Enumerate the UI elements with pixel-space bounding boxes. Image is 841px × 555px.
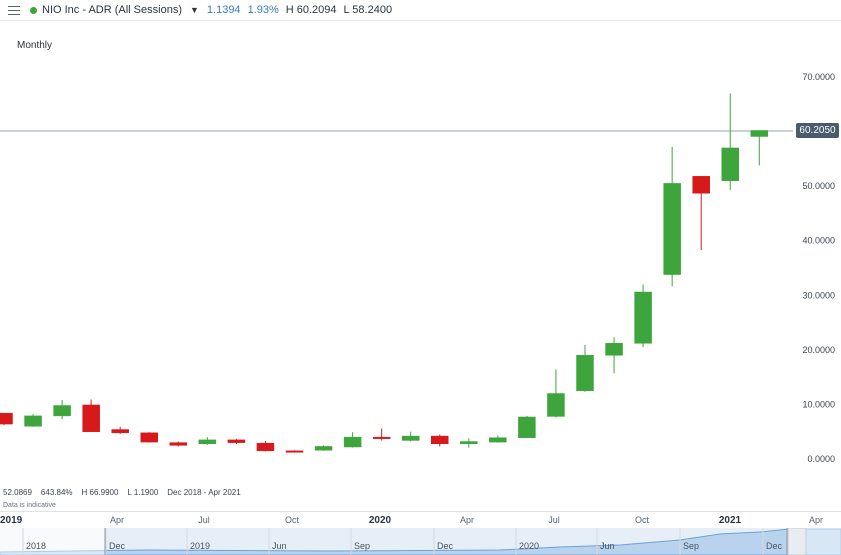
price-change: 1.1394 (206, 4, 241, 16)
interval-label[interactable]: Monthly (17, 40, 53, 51)
candle-up[interactable] (576, 355, 594, 392)
candle-up[interactable] (198, 439, 217, 444)
candle-down[interactable] (431, 435, 449, 444)
candle-up[interactable] (460, 441, 478, 444)
instrument-header: NIO Inc - ADR (All Sessions) ▼ 1.1394 1.… (0, 0, 841, 21)
candle-up[interactable] (634, 291, 652, 344)
candle-up[interactable] (489, 437, 507, 443)
navigator-label: Sep (354, 541, 370, 551)
range-high: H 66.9900 (81, 488, 119, 497)
indicative-disclaimer: Data is indicative (3, 502, 56, 509)
candle-up[interactable] (518, 416, 536, 438)
navigator-mask-left (0, 528, 105, 555)
instrument-name[interactable]: NIO Inc - ADR (All Sessions) (42, 4, 182, 16)
session-high: H 60.2094 (285, 4, 337, 16)
hamburger-menu-icon[interactable] (8, 5, 20, 15)
navigator-label: Jun (600, 541, 615, 551)
candle-up[interactable] (314, 446, 333, 451)
candle-down[interactable] (285, 450, 304, 453)
candle-up[interactable] (53, 405, 71, 417)
candle-down[interactable] (0, 412, 13, 425)
navigator-label: Sep (683, 541, 699, 551)
chevron-down-icon[interactable]: ▼ (189, 5, 199, 15)
y-tick-label: 30.0000 (802, 290, 835, 300)
range-low: L 1.1900 (127, 488, 159, 497)
y-tick-label: 0.0000 (807, 454, 835, 464)
navigator-svg[interactable]: 2018 Dec 2019 Jun Sep Dec 2020 Jun Sep Dec (0, 527, 841, 555)
x-tick-label: 2019 (0, 515, 23, 526)
x-tick-label: Oct (285, 515, 300, 525)
candle-down[interactable] (692, 176, 710, 194)
candle-down[interactable] (256, 442, 275, 452)
navigator-area (0, 528, 841, 555)
range-start-value: 52.0869 (3, 488, 32, 497)
x-tick-label: 2020 (369, 515, 392, 526)
navigator-label: 2019 (190, 541, 210, 551)
x-tick-label: Apr (110, 515, 124, 525)
candle-down[interactable] (372, 436, 391, 439)
range-stats: 52.0869 643.84% H 66.9900 L 1.1900 Dec 2… (3, 488, 250, 497)
candle-up[interactable] (24, 415, 42, 427)
navigator-label: Jun (272, 541, 287, 551)
navigator-label: 2018 (26, 541, 46, 551)
navigator-label: 2020 (519, 541, 539, 551)
x-axis-line (0, 511, 841, 512)
range-navigator[interactable]: 2018 Dec 2019 Jun Sep Dec 2020 Jun Sep Dec (0, 527, 841, 555)
navigator-label: Dec (437, 541, 454, 551)
y-tick-label: 70.0000 (802, 72, 835, 82)
candle-down[interactable] (140, 432, 158, 443)
candle-up[interactable] (605, 343, 623, 356)
candle-up[interactable] (343, 436, 362, 448)
price-change-percent: 1.93% (247, 4, 279, 16)
candle-up[interactable] (750, 130, 769, 137)
x-tick-label: Jul (198, 515, 210, 525)
range-change-percent: 643.84% (40, 488, 73, 497)
y-tick-label: 40.0000 (802, 236, 835, 246)
navigator-label: Dec (109, 541, 126, 551)
navigator-scroll-button[interactable] (787, 527, 807, 555)
session-low: L 58.2400 (343, 4, 393, 16)
x-tick-label: Jul (548, 515, 560, 525)
x-tick-label: Apr (460, 515, 474, 525)
range-dates: Dec 2018 - Apr 2021 (167, 488, 241, 497)
candle-up[interactable] (547, 393, 565, 417)
candle-down[interactable] (227, 439, 246, 443)
y-tick-label: 50.0000 (802, 181, 835, 191)
live-status-dot (30, 6, 37, 14)
y-tick-label: 20.0000 (802, 345, 835, 355)
candle-down[interactable] (111, 429, 129, 434)
candle-down[interactable] (169, 442, 188, 446)
x-tick-label: Apr (809, 515, 823, 525)
candle-down[interactable] (82, 404, 100, 432)
candle-up[interactable] (401, 435, 420, 441)
y-tick-label: 10.0000 (802, 399, 835, 409)
x-tick-label: 2021 (719, 515, 742, 526)
candle-up[interactable] (663, 183, 681, 275)
last-price-tag: 60.2050 (796, 123, 839, 138)
candle-up[interactable] (721, 147, 739, 181)
x-tick-label: Oct (635, 515, 650, 525)
navigator-label: Dec (766, 541, 783, 551)
